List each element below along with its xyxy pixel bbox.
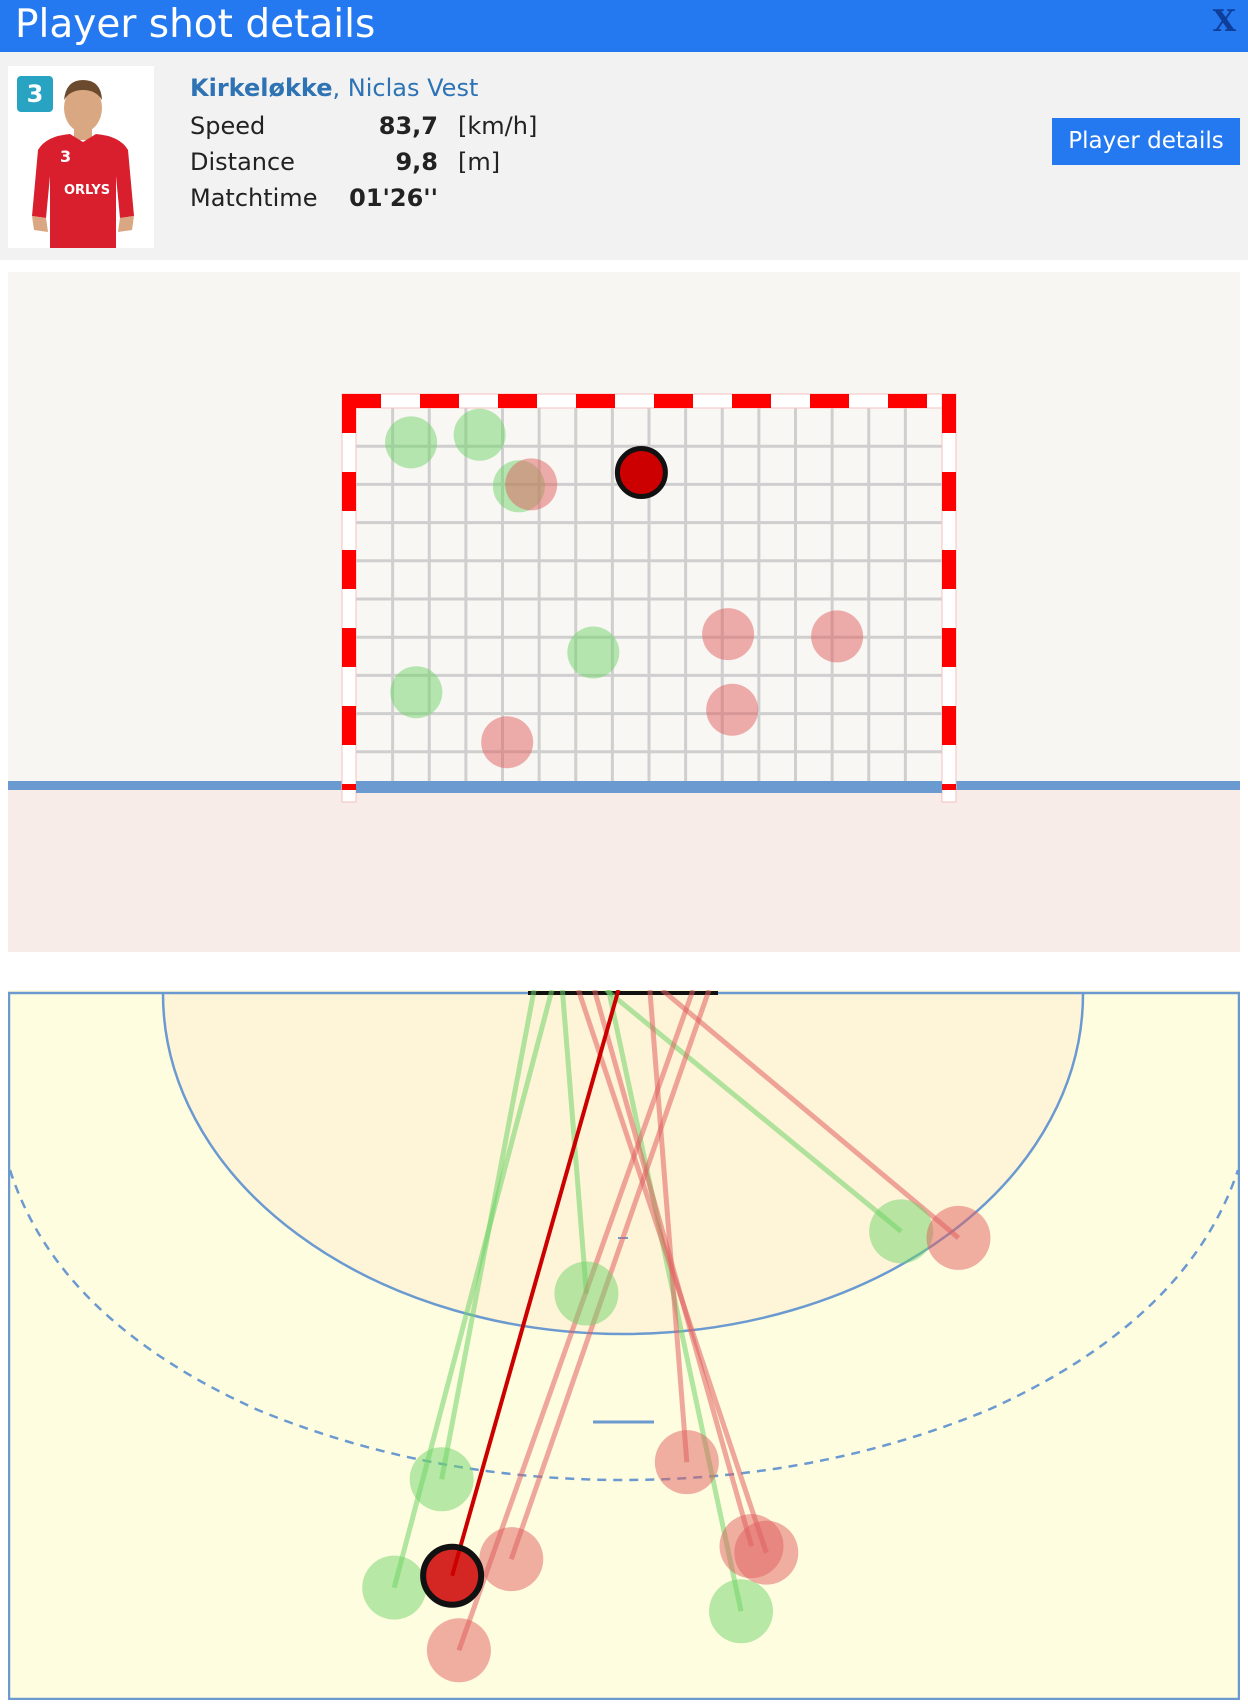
post-stripe — [942, 472, 956, 511]
shot-trajectory-miss — [592, 990, 754, 1547]
player-info-panel: ORLYS 3 3 Kirkeløkke, Niclas Vest Speed … — [0, 52, 1248, 260]
crossbar-stripe — [654, 394, 693, 408]
stat-label: Speed — [190, 112, 266, 140]
player-number-badge: 3 — [17, 76, 53, 112]
player-photo: ORLYS 3 3 — [8, 66, 154, 248]
shot-trajectory-miss — [660, 990, 961, 1240]
shot-origin-selected[interactable] — [420, 1543, 485, 1608]
crossbar-stripe — [732, 394, 771, 408]
shot-origin-goal[interactable] — [554, 1261, 619, 1326]
svg-text:3: 3 — [60, 147, 71, 166]
goal-placement-chart — [8, 272, 1240, 952]
goal-shot-selected[interactable] — [614, 446, 668, 500]
player-last-name: Kirkeløkke — [190, 74, 333, 102]
shot-origin-goal[interactable] — [409, 1447, 474, 1512]
shot-trajectory-miss — [647, 990, 690, 1463]
post-stripe — [942, 784, 956, 790]
shot-origin-miss[interactable] — [654, 1430, 719, 1495]
shot-origin-miss[interactable] — [426, 1618, 491, 1683]
crossbar-stripe — [498, 394, 537, 408]
stat-unit: [m] — [458, 148, 501, 176]
shot-origin-miss[interactable] — [479, 1527, 544, 1592]
goal-floor — [8, 790, 1240, 952]
shot-origin-goal[interactable] — [709, 1579, 774, 1644]
player-name[interactable]: Kirkeløkke, Niclas Vest — [190, 74, 478, 102]
post-stripe — [342, 550, 356, 589]
player-details-button[interactable]: Player details — [1052, 118, 1240, 165]
svg-text:ORLYS: ORLYS — [64, 183, 110, 198]
shot-origins-chart — [8, 990, 1240, 1700]
stat-label: Matchtime — [190, 184, 318, 212]
shot-origin-miss[interactable] — [926, 1205, 991, 1270]
post-stripe — [942, 706, 956, 745]
stat-value: 9,8 — [395, 148, 438, 176]
goal-shot-miss[interactable] — [702, 608, 755, 661]
crossbar-stripe — [420, 394, 459, 408]
crossbar-stripe — [810, 394, 849, 408]
goal-shot-miss[interactable] — [811, 610, 864, 663]
title-bar: Player shot details X — [0, 0, 1248, 52]
player-photo-icon: ORLYS 3 — [32, 80, 134, 248]
close-icon[interactable]: X — [1212, 4, 1236, 39]
post-stripe — [342, 784, 356, 790]
goal-shot-miss[interactable] — [706, 683, 759, 736]
shot-origin-miss[interactable] — [719, 1514, 784, 1579]
crossbar-stripe — [576, 394, 615, 408]
post-stripe — [942, 628, 956, 667]
shot-trajectory-goal — [439, 990, 537, 1480]
shot-origin-goal[interactable] — [362, 1555, 427, 1620]
goal-area — [163, 994, 1083, 1334]
post-stripe — [942, 394, 956, 433]
goal-shot-goal[interactable] — [385, 416, 438, 469]
crossbar-stripe — [888, 394, 927, 408]
post-stripe — [342, 706, 356, 745]
goal-shot-goal[interactable] — [453, 408, 506, 461]
shot-origin-goal[interactable] — [869, 1199, 934, 1264]
player-name-separator: , — [332, 74, 348, 102]
goal-shot-goal[interactable] — [567, 626, 620, 679]
shot-trajectory-selected — [450, 990, 621, 1577]
stat-value: 01'26'' — [349, 184, 438, 212]
post-stripe — [342, 394, 356, 433]
post-stripe — [342, 472, 356, 511]
goal-shot-goal[interactable] — [390, 666, 443, 719]
six-metre-line — [161, 993, 1085, 1336]
goal-shot-miss[interactable] — [505, 458, 558, 511]
goal-shot-miss[interactable] — [481, 716, 534, 769]
post-stripe — [942, 550, 956, 589]
nine-metre-line — [8, 1169, 1240, 1482]
stat-label: Distance — [190, 148, 295, 176]
stat-value: 83,7 — [378, 112, 438, 140]
post-stripe — [342, 628, 356, 667]
player-first-name: Niclas Vest — [347, 74, 479, 102]
goal-shots — [385, 408, 864, 769]
dialog-title: Player shot details — [15, 2, 376, 47]
goal-line-inside — [356, 781, 942, 793]
shot-origin-points — [362, 1199, 991, 1683]
stat-unit: [km/h] — [458, 112, 538, 140]
